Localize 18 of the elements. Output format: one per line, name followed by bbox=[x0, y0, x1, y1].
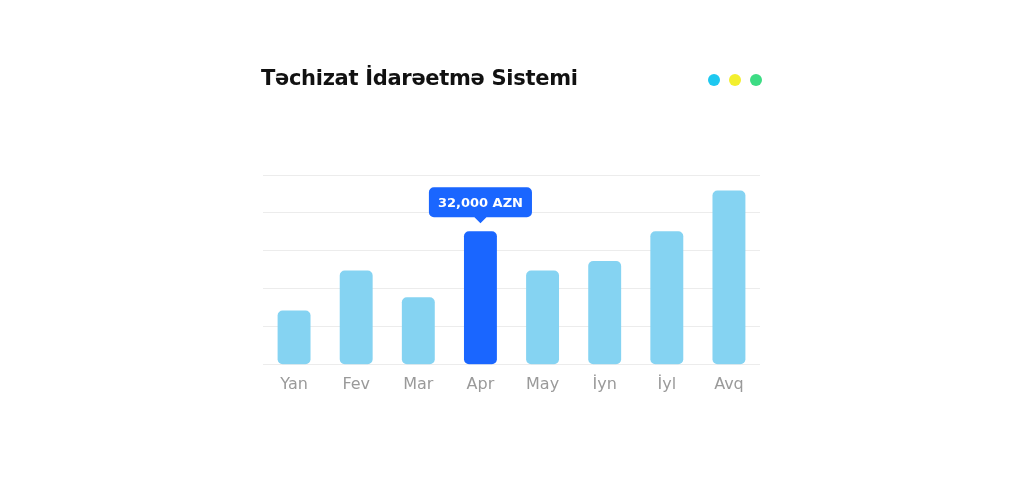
data-label: 32,000 AZN bbox=[437, 194, 523, 210]
bar bbox=[463, 231, 497, 365]
bar bbox=[339, 270, 373, 365]
bar bbox=[712, 190, 746, 365]
bar bbox=[526, 270, 560, 365]
bar bbox=[588, 260, 622, 365]
x-tick-label: Apr bbox=[466, 373, 495, 393]
bar bbox=[401, 297, 435, 365]
x-tick-label: May bbox=[526, 373, 560, 393]
chart-title: Təchizat İdarəetmə Sistemi bbox=[261, 66, 578, 90]
bar bbox=[650, 231, 684, 365]
x-tick-label: Yan bbox=[279, 373, 308, 393]
x-tick-label: Mar bbox=[403, 373, 434, 393]
bar bbox=[277, 310, 311, 365]
x-tick-label: Fev bbox=[342, 373, 371, 393]
x-tick-label: İyn bbox=[592, 373, 617, 393]
x-tick-label: Avq bbox=[714, 373, 744, 393]
x-tick-label: İyl bbox=[657, 373, 677, 393]
